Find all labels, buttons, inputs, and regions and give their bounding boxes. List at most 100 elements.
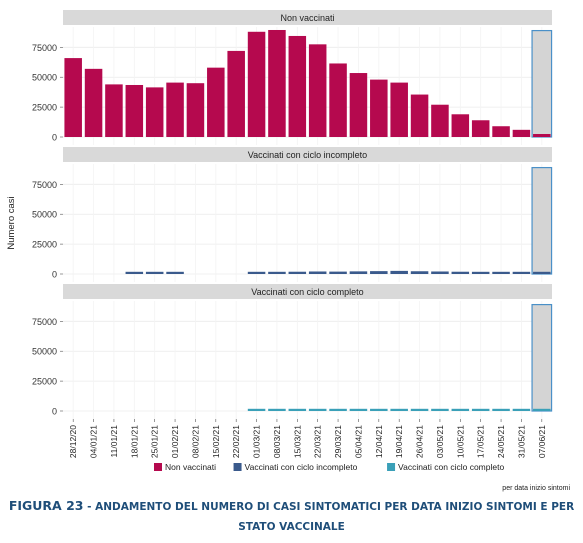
x-tick-label: 25/01/21 bbox=[150, 425, 160, 458]
x-tick-label: 24/05/21 bbox=[496, 425, 506, 458]
facet-strip bbox=[63, 147, 552, 162]
bar bbox=[105, 84, 123, 137]
panel-background bbox=[63, 301, 552, 419]
x-tick-label: 04/01/21 bbox=[89, 425, 99, 458]
y-tick-label: 75000 bbox=[32, 317, 57, 327]
bar bbox=[247, 31, 266, 137]
x-tick-label: 10/05/21 bbox=[455, 425, 465, 458]
facet-strip bbox=[63, 284, 552, 299]
bar bbox=[125, 84, 144, 137]
x-tick-label: 12/04/21 bbox=[374, 425, 384, 458]
x-tick-label: 18/01/21 bbox=[129, 425, 139, 458]
highlight-bar bbox=[531, 303, 553, 412]
bar bbox=[370, 271, 388, 274]
x-tick-label: 03/05/21 bbox=[435, 425, 445, 458]
bar bbox=[247, 271, 266, 274]
y-tick-label: 75000 bbox=[32, 180, 57, 190]
bar bbox=[247, 408, 266, 411]
bar bbox=[512, 408, 531, 411]
bar bbox=[349, 73, 368, 137]
bar bbox=[186, 83, 205, 137]
figure-label: FIGURA 23 bbox=[8, 498, 84, 513]
bar bbox=[268, 271, 286, 274]
bar bbox=[533, 408, 551, 411]
bar bbox=[492, 126, 510, 137]
faceted-bar-chart: Non vaccinati 0 25000 50000 75000 Vaccinati c… bbox=[6, 10, 570, 492]
bar bbox=[308, 271, 327, 274]
facet-strip bbox=[63, 10, 552, 25]
legend-label: Vaccinati con ciclo incompleto bbox=[245, 462, 358, 472]
x-tick-label: 15/02/21 bbox=[211, 425, 221, 458]
legend-swatch bbox=[233, 463, 242, 471]
bar bbox=[329, 271, 347, 274]
x-tick-label: 17/05/21 bbox=[476, 425, 486, 458]
caption-line-2: STATO VACCINALE bbox=[238, 521, 345, 533]
bar bbox=[471, 120, 490, 137]
bar bbox=[166, 82, 184, 137]
bar bbox=[207, 67, 225, 137]
bar bbox=[288, 35, 307, 137]
panel-background bbox=[63, 27, 552, 145]
bar bbox=[145, 87, 164, 137]
bar bbox=[533, 134, 551, 137]
bar bbox=[512, 271, 531, 274]
facet-title: Non vaccinati bbox=[280, 13, 334, 23]
bar bbox=[268, 408, 286, 411]
bar bbox=[390, 408, 408, 411]
panel-background bbox=[63, 164, 552, 282]
source-note: per data inizio sintomi bbox=[502, 485, 570, 492]
bar bbox=[533, 271, 551, 274]
bar bbox=[431, 271, 449, 274]
x-tick-label: 11/01/21 bbox=[109, 425, 119, 458]
y-tick-label: 50000 bbox=[32, 210, 57, 220]
bar bbox=[166, 271, 184, 274]
legend-label: Vaccinati con ciclo completo bbox=[398, 462, 504, 472]
bar bbox=[390, 270, 408, 274]
bar bbox=[390, 82, 408, 137]
x-tick-label: 26/04/21 bbox=[415, 425, 425, 458]
bar bbox=[84, 68, 103, 137]
bar bbox=[349, 408, 368, 411]
bar bbox=[370, 79, 388, 137]
caption-dash: - bbox=[83, 501, 96, 513]
y-tick-label: 50000 bbox=[32, 73, 57, 83]
y-tick-label: 25000 bbox=[32, 240, 57, 250]
bar bbox=[410, 408, 429, 411]
y-tick-label: 0 bbox=[52, 270, 57, 280]
bar bbox=[370, 408, 388, 411]
legend-label: Non vaccinati bbox=[165, 462, 216, 472]
x-tick-label: 29/03/21 bbox=[333, 425, 343, 458]
bar bbox=[268, 29, 286, 138]
x-tick-label: 19/04/21 bbox=[394, 425, 404, 458]
caption-line-1: FIGURA 23 - ANDAMENTO DEL NUMERO DI CASI… bbox=[0, 496, 583, 517]
x-tick-label: 07/06/21 bbox=[537, 425, 547, 458]
x-tick-label: 01/03/21 bbox=[252, 425, 262, 458]
legend-swatch bbox=[154, 463, 162, 471]
x-tick-label: 22/02/21 bbox=[231, 425, 241, 458]
y-tick-label: 75000 bbox=[32, 43, 57, 53]
bar bbox=[308, 408, 327, 411]
x-tick-label: 01/02/21 bbox=[170, 425, 180, 458]
bar bbox=[288, 271, 307, 274]
bar bbox=[451, 271, 470, 274]
bar bbox=[288, 408, 307, 411]
bar bbox=[492, 271, 510, 274]
y-tick-label: 50000 bbox=[32, 347, 57, 357]
figure-caption: FIGURA 23 - ANDAMENTO DEL NUMERO DI CASI… bbox=[0, 496, 583, 537]
x-tick-label: 22/03/21 bbox=[313, 425, 323, 458]
caption-title: ANDAMENTO DEL NUMERO DI CASI SINTOMATICI… bbox=[95, 501, 575, 513]
x-tick-label: 15/03/21 bbox=[292, 425, 302, 458]
y-axis-label: Numero casi bbox=[6, 196, 17, 249]
y-tick-label: 0 bbox=[52, 407, 57, 417]
x-tick-label: 05/04/21 bbox=[353, 425, 363, 458]
facet-title: Vaccinati con ciclo completo bbox=[251, 287, 363, 297]
bar bbox=[64, 58, 82, 137]
bar bbox=[410, 94, 429, 137]
x-tick-label: 31/05/21 bbox=[516, 425, 526, 458]
bar bbox=[431, 408, 449, 411]
bar bbox=[471, 408, 490, 411]
bar bbox=[471, 271, 490, 274]
bar bbox=[492, 408, 510, 411]
y-tick-label: 25000 bbox=[32, 377, 57, 387]
bar bbox=[512, 129, 531, 137]
